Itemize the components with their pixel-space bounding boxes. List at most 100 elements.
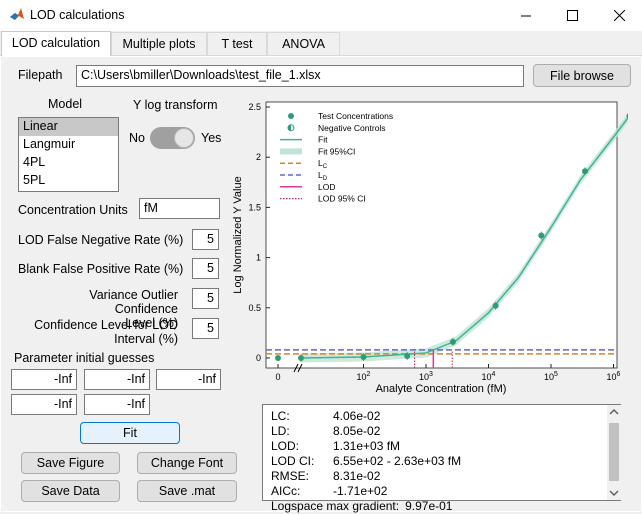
model-option-langmuir[interactable]: Langmuir <box>23 137 76 151</box>
y-tick-label: 2 <box>256 152 261 162</box>
model-option-linear[interactable]: Linear <box>19 118 118 136</box>
test-point <box>626 113 628 119</box>
scroll-down-icon[interactable] <box>609 490 619 496</box>
variance-outlier-label-line1: Variance Outlier Confidence <box>89 288 178 316</box>
variance-outlier-input[interactable]: 5 <box>192 288 219 309</box>
legend-item: LC <box>318 158 328 170</box>
result-row: LC: 4.06e-02 <box>271 409 461 424</box>
legend-item: LD <box>318 170 328 182</box>
result-row: LOD CI: 6.55e+02 - 2.63e+03 fM <box>271 454 461 469</box>
result-row: LD: 8.05e-02 <box>271 424 461 439</box>
initial-guess-3[interactable]: -Inf <box>156 369 221 390</box>
result-row: Logspace max gradient: 9.97e-01 <box>271 499 461 514</box>
result-value: 1.31e+03 fM <box>333 439 401 453</box>
legend-item: Fit 95%CI <box>318 146 355 156</box>
fn-rate-label: LOD False Negative Rate (%) <box>18 233 184 247</box>
fit-button[interactable]: Fit <box>80 422 180 444</box>
lod-confidence-input[interactable]: 5 <box>192 318 219 339</box>
maximize-button[interactable] <box>549 0 595 31</box>
filepath-input[interactable]: C:\Users\bmiller\Downloads\test_file_1.x… <box>76 65 524 87</box>
plot-area <box>265 101 618 369</box>
tab-anova[interactable]: ANOVA <box>267 32 340 55</box>
legend-marker <box>280 148 302 155</box>
scroll-up-icon[interactable] <box>609 409 619 415</box>
file-browse-button[interactable]: File browse <box>533 64 631 87</box>
tab-t-test[interactable]: T test <box>207 32 267 55</box>
lod-confidence-label: Confidence Level for LOD Interval (%) <box>28 318 178 346</box>
change-font-button[interactable]: Change Font <box>137 452 237 474</box>
test-point <box>404 352 411 359</box>
x-axis-label: Analyte Concentration (fM) <box>376 383 507 395</box>
result-value: 8.05e-02 <box>333 424 381 438</box>
save-figure-button[interactable]: Save Figure <box>21 452 120 474</box>
scrollbar-thumb[interactable] <box>609 423 619 481</box>
save-mat-button[interactable]: Save .mat <box>137 480 237 502</box>
lod-chart: 0 0.5 1 1.5 2 2.5 0 102 103 104 105 106 Test Concen… <box>232 101 628 395</box>
minimize-button[interactable] <box>503 0 549 31</box>
fp-rate-label: Blank False Positive Rate (%) <box>18 262 184 276</box>
model-label: Model <box>48 97 83 111</box>
x-tick-label: 104 <box>482 371 496 382</box>
test-point <box>449 338 456 345</box>
result-key: LOD: <box>271 439 300 453</box>
close-icon <box>613 10 625 21</box>
filepath-label: Filepath <box>18 68 63 82</box>
axis-break-mark <box>293 363 299 373</box>
x-tick-label: 105 <box>544 371 558 382</box>
tab-multiple-plots[interactable]: Multiple plots <box>111 32 207 55</box>
lod-confidence-label-line1: Confidence Level for LOD <box>34 318 178 332</box>
legend-item: LOD <box>318 182 335 192</box>
result-row: LOD: 1.31e+03 fM <box>271 439 461 454</box>
results-textarea[interactable]: LC: 4.06e-02 LD: 8.05e-02 LOD: 1.31e+03 fM LOD… <box>262 404 621 513</box>
y-tick-label: 0.5 <box>248 303 261 313</box>
results-text: LC: 4.06e-02 LD: 8.05e-02 LOD: 1.31e+03 fM LOD… <box>271 409 461 514</box>
initial-guess-4[interactable]: -Inf <box>11 394 77 415</box>
result-key: RMSE: <box>271 469 310 483</box>
initial-guess-2[interactable]: -Inf <box>84 369 150 390</box>
test-point <box>538 232 545 239</box>
test-point <box>360 353 367 360</box>
x-tick-label: 102 <box>357 371 371 382</box>
initial-guesses-label: Parameter initial guesses <box>14 351 155 365</box>
test-point <box>298 354 304 361</box>
ylog-toggle[interactable] <box>150 127 195 149</box>
minimize-icon <box>521 15 531 16</box>
save-data-button[interactable]: Save Data <box>21 480 120 502</box>
initial-guess-1[interactable]: -Inf <box>11 369 77 390</box>
fp-rate-input[interactable]: 5 <box>192 258 219 279</box>
x-tick-label: 0 <box>275 372 280 382</box>
result-value: 8.31e-02 <box>333 469 381 483</box>
legend-item: Negative Controls <box>318 123 386 133</box>
legend-item: Test Concentrations <box>318 111 393 121</box>
tab-lod-calculation[interactable]: LOD calculation <box>1 31 111 57</box>
initial-guess-5[interactable]: -Inf <box>84 394 150 415</box>
ylog-yes-label: Yes <box>201 131 222 145</box>
test-point <box>492 302 499 309</box>
y-tick-label: 1 <box>256 253 261 263</box>
axis-break-mark <box>297 363 303 373</box>
model-option-5pl[interactable]: 5PL <box>23 173 46 187</box>
result-key: Logspace max gradient: <box>271 499 400 513</box>
legend-item: Fit <box>318 135 328 145</box>
y-tick-label: 0 <box>256 353 261 363</box>
toggle-knob[interactable] <box>174 128 194 148</box>
ylog-no-label: No <box>129 131 145 145</box>
y-tick-label: 2.5 <box>248 102 261 112</box>
variance-outlier-label-line2: Level (%) <box>125 316 178 330</box>
result-row: AICc: -1.71e+02 <box>271 484 461 499</box>
fn-rate-input[interactable]: 5 <box>192 229 219 250</box>
model-listbox[interactable]: Linear Langmuir 4PL 5PL <box>18 117 119 192</box>
title-bar <box>0 0 642 31</box>
result-key: LD: <box>271 424 290 438</box>
matlab-icon <box>10 8 24 20</box>
result-key: LC: <box>271 409 290 423</box>
variance-outlier-label: Variance Outlier Confidence Level (%) <box>28 288 178 330</box>
result-row: RMSE: 8.31e-02 <box>271 469 461 484</box>
result-key: LOD CI: <box>271 454 315 468</box>
result-key: AICc: <box>271 484 301 498</box>
x-tick-label: 106 <box>607 371 621 382</box>
units-input[interactable]: fM <box>139 198 220 219</box>
close-button[interactable] <box>596 0 642 31</box>
x-tick-label: 103 <box>419 371 433 382</box>
model-option-4pl[interactable]: 4PL <box>23 155 46 169</box>
